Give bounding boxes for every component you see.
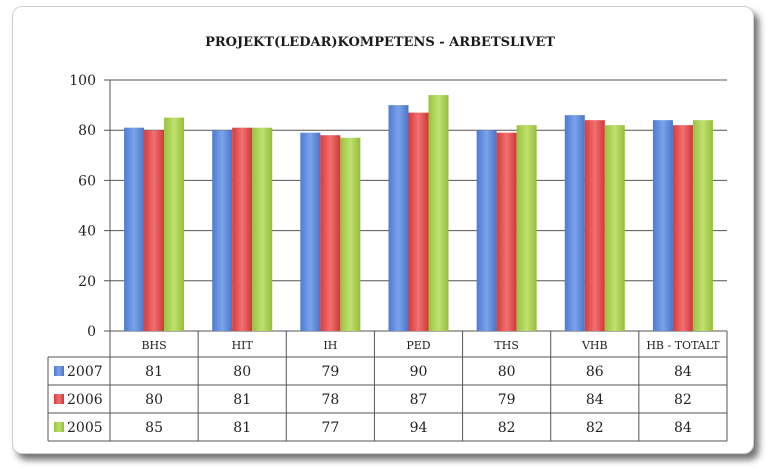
category-label: BHS bbox=[141, 339, 166, 352]
data-label: 87 bbox=[410, 392, 428, 408]
y-tick-label: 0 bbox=[87, 324, 96, 340]
data-label: 79 bbox=[321, 364, 339, 380]
category-label: HIT bbox=[232, 339, 254, 352]
bar-2005-vhb bbox=[604, 125, 625, 332]
legend-label-2006: 2006 bbox=[67, 392, 103, 408]
bar-2005-ths bbox=[516, 125, 537, 332]
bar-2007-ih bbox=[300, 132, 321, 331]
y-tick-label: 100 bbox=[69, 73, 96, 89]
bar-2006-vhb bbox=[584, 120, 605, 331]
bar-2006-ths bbox=[496, 132, 517, 331]
bar-2005-hb-totalt bbox=[692, 120, 713, 331]
category-label: IH bbox=[323, 339, 337, 352]
data-label: 82 bbox=[586, 420, 604, 436]
data-label: 77 bbox=[321, 420, 339, 436]
legend-label-2005: 2005 bbox=[67, 420, 103, 436]
bar-2007-vhb bbox=[564, 115, 585, 331]
data-label: 78 bbox=[321, 392, 339, 408]
data-label: 84 bbox=[674, 364, 692, 380]
data-label: 86 bbox=[586, 364, 604, 380]
bar-2007-hit bbox=[212, 130, 233, 331]
bar-2007-ths bbox=[476, 130, 497, 331]
bar-2006-ped bbox=[408, 112, 429, 331]
data-label: 94 bbox=[410, 420, 428, 436]
bar-2005-ih bbox=[340, 137, 361, 331]
data-label: 81 bbox=[233, 392, 251, 408]
data-label: 80 bbox=[145, 392, 163, 408]
data-label: 81 bbox=[233, 420, 251, 436]
legend-swatch-2007 bbox=[54, 366, 64, 376]
bar-2005-bhs bbox=[164, 117, 185, 332]
data-label: 82 bbox=[674, 392, 692, 408]
chart-title: PROJEKT(LEDAR)KOMPETENS - ARBETSLIVET bbox=[205, 35, 555, 50]
bar-2006-hb-totalt bbox=[672, 125, 693, 332]
bar-2007-ped bbox=[388, 105, 409, 331]
y-tick-label: 80 bbox=[78, 123, 96, 139]
data-label: 81 bbox=[145, 364, 163, 380]
data-label: 84 bbox=[586, 392, 604, 408]
bar-2007-hb-totalt bbox=[652, 120, 673, 331]
data-label: 80 bbox=[233, 364, 251, 380]
category-label: PED bbox=[406, 339, 430, 352]
legend-swatch-2005 bbox=[54, 422, 64, 432]
data-label: 80 bbox=[498, 364, 516, 380]
bar-2006-ih bbox=[320, 135, 341, 331]
bar-2006-hit bbox=[232, 127, 253, 331]
y-tick-label: 40 bbox=[78, 224, 96, 240]
data-label: 79 bbox=[498, 392, 516, 408]
bar-2005-hit bbox=[252, 127, 273, 331]
category-label: THS bbox=[494, 339, 518, 352]
category-label: HB - TOTALT bbox=[646, 339, 720, 352]
data-label: 84 bbox=[674, 420, 692, 436]
legend-swatch-2006 bbox=[54, 394, 64, 404]
legend-label-2007: 2007 bbox=[67, 364, 103, 380]
data-label: 82 bbox=[498, 420, 516, 436]
bar-2006-bhs bbox=[144, 130, 165, 331]
y-tick-label: 20 bbox=[78, 274, 96, 290]
category-label: VHB bbox=[581, 339, 608, 352]
data-label: 85 bbox=[145, 420, 163, 436]
bar-2007-bhs bbox=[124, 127, 145, 331]
data-label: 90 bbox=[410, 364, 428, 380]
bar-2005-ped bbox=[428, 95, 449, 331]
y-tick-label: 60 bbox=[78, 173, 96, 189]
